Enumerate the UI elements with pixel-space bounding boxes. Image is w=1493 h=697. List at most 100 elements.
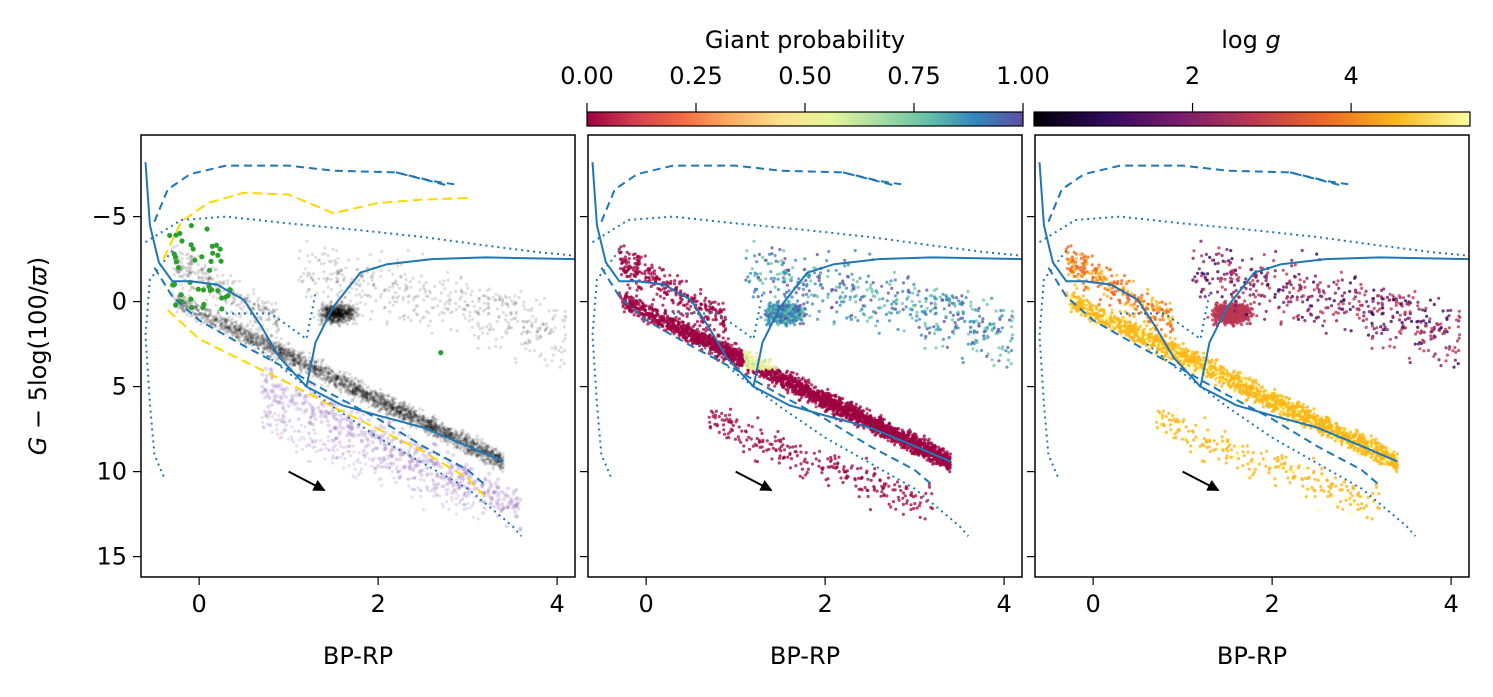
star-point-purple bbox=[409, 455, 414, 460]
star-point bbox=[462, 449, 466, 453]
star-point bbox=[232, 320, 236, 324]
star-point bbox=[435, 417, 439, 422]
star-point bbox=[179, 306, 183, 310]
star-point bbox=[359, 384, 363, 388]
star-point bbox=[435, 428, 439, 432]
star-point bbox=[448, 480, 452, 484]
star-point bbox=[290, 358, 294, 362]
star-point bbox=[335, 374, 339, 378]
star-point bbox=[336, 277, 340, 281]
star-point-purple bbox=[412, 442, 417, 447]
star-point-purple bbox=[330, 402, 335, 407]
star-point bbox=[236, 328, 240, 332]
star-point bbox=[340, 381, 344, 385]
star-point bbox=[379, 292, 383, 296]
star-point-purple bbox=[327, 411, 332, 416]
star-point-purple bbox=[497, 497, 502, 502]
star-point bbox=[451, 431, 455, 435]
star-point bbox=[362, 389, 366, 393]
star-point bbox=[459, 275, 463, 279]
star-point bbox=[406, 248, 410, 253]
star-point bbox=[370, 391, 374, 395]
star-point-purple bbox=[382, 447, 387, 452]
star-point bbox=[438, 426, 442, 430]
star-point bbox=[432, 435, 436, 439]
star-point bbox=[478, 288, 482, 292]
star-point bbox=[273, 355, 277, 359]
star-point-purple bbox=[351, 432, 356, 437]
star-point bbox=[422, 283, 426, 287]
star-point bbox=[248, 332, 252, 336]
star-point bbox=[372, 398, 376, 402]
star-point bbox=[361, 314, 365, 318]
star-point bbox=[355, 389, 359, 393]
star-point-purple bbox=[496, 506, 501, 511]
star-point-purple bbox=[431, 441, 436, 446]
star-point bbox=[440, 428, 445, 432]
star-point-purple bbox=[465, 470, 470, 475]
star-point bbox=[446, 443, 450, 447]
star-point bbox=[315, 364, 319, 368]
star-point bbox=[231, 328, 235, 332]
star-point bbox=[225, 332, 229, 336]
star-point-purple bbox=[457, 476, 462, 481]
star-point bbox=[448, 433, 452, 437]
star-point bbox=[543, 358, 547, 362]
star-point bbox=[493, 298, 497, 302]
star-point bbox=[356, 457, 360, 461]
star-point-purple bbox=[456, 474, 461, 479]
star-point bbox=[381, 401, 386, 405]
star-point-purple bbox=[277, 399, 282, 404]
star-point bbox=[336, 317, 340, 321]
star-point bbox=[426, 467, 430, 471]
star-point-purple bbox=[311, 422, 316, 427]
star-point bbox=[449, 495, 454, 499]
star-point-purple bbox=[324, 409, 329, 414]
track-yellow-upper bbox=[162, 191, 473, 260]
star-point bbox=[497, 454, 501, 458]
star-point bbox=[319, 262, 323, 266]
star-point bbox=[238, 325, 242, 329]
star-point bbox=[237, 329, 241, 333]
star-point bbox=[302, 360, 306, 364]
star-point-purple bbox=[511, 491, 516, 496]
star-point bbox=[479, 454, 483, 458]
star-point bbox=[421, 421, 425, 425]
star-point-purple bbox=[350, 424, 355, 429]
star-point-purple bbox=[364, 436, 369, 441]
star-point bbox=[470, 443, 474, 447]
star-point bbox=[337, 382, 341, 386]
star-point bbox=[354, 293, 358, 297]
star-point bbox=[384, 409, 388, 413]
star-point bbox=[467, 432, 471, 436]
star-point-purple bbox=[415, 442, 420, 447]
star-point bbox=[534, 298, 539, 302]
star-point bbox=[401, 406, 405, 410]
colorbar-giant-probability: Giant probability 0.00 0.25 0.50 0.75 1.00 bbox=[560, 26, 1050, 127]
star-point bbox=[304, 295, 308, 299]
star-point bbox=[329, 429, 333, 434]
star-point-purple bbox=[325, 410, 330, 415]
star-point bbox=[227, 315, 231, 319]
star-point bbox=[293, 358, 297, 362]
star-point bbox=[357, 292, 362, 296]
star-point bbox=[373, 471, 377, 475]
star-point-purple bbox=[347, 438, 352, 443]
star-point bbox=[182, 303, 186, 307]
star-point bbox=[363, 462, 368, 466]
star-point bbox=[486, 306, 490, 310]
star-point bbox=[283, 343, 287, 347]
star-point bbox=[561, 318, 565, 322]
star-point bbox=[312, 366, 316, 371]
star-point-purple bbox=[377, 456, 382, 461]
star-point bbox=[500, 303, 504, 307]
star-point bbox=[299, 275, 303, 279]
star-point bbox=[354, 390, 358, 394]
star-point bbox=[246, 323, 250, 327]
star-point bbox=[181, 307, 185, 311]
star-point bbox=[194, 305, 198, 309]
star-point-green bbox=[225, 292, 231, 299]
star-point-purple bbox=[488, 500, 493, 505]
star-point bbox=[358, 470, 362, 475]
star-point-purple bbox=[349, 425, 354, 430]
